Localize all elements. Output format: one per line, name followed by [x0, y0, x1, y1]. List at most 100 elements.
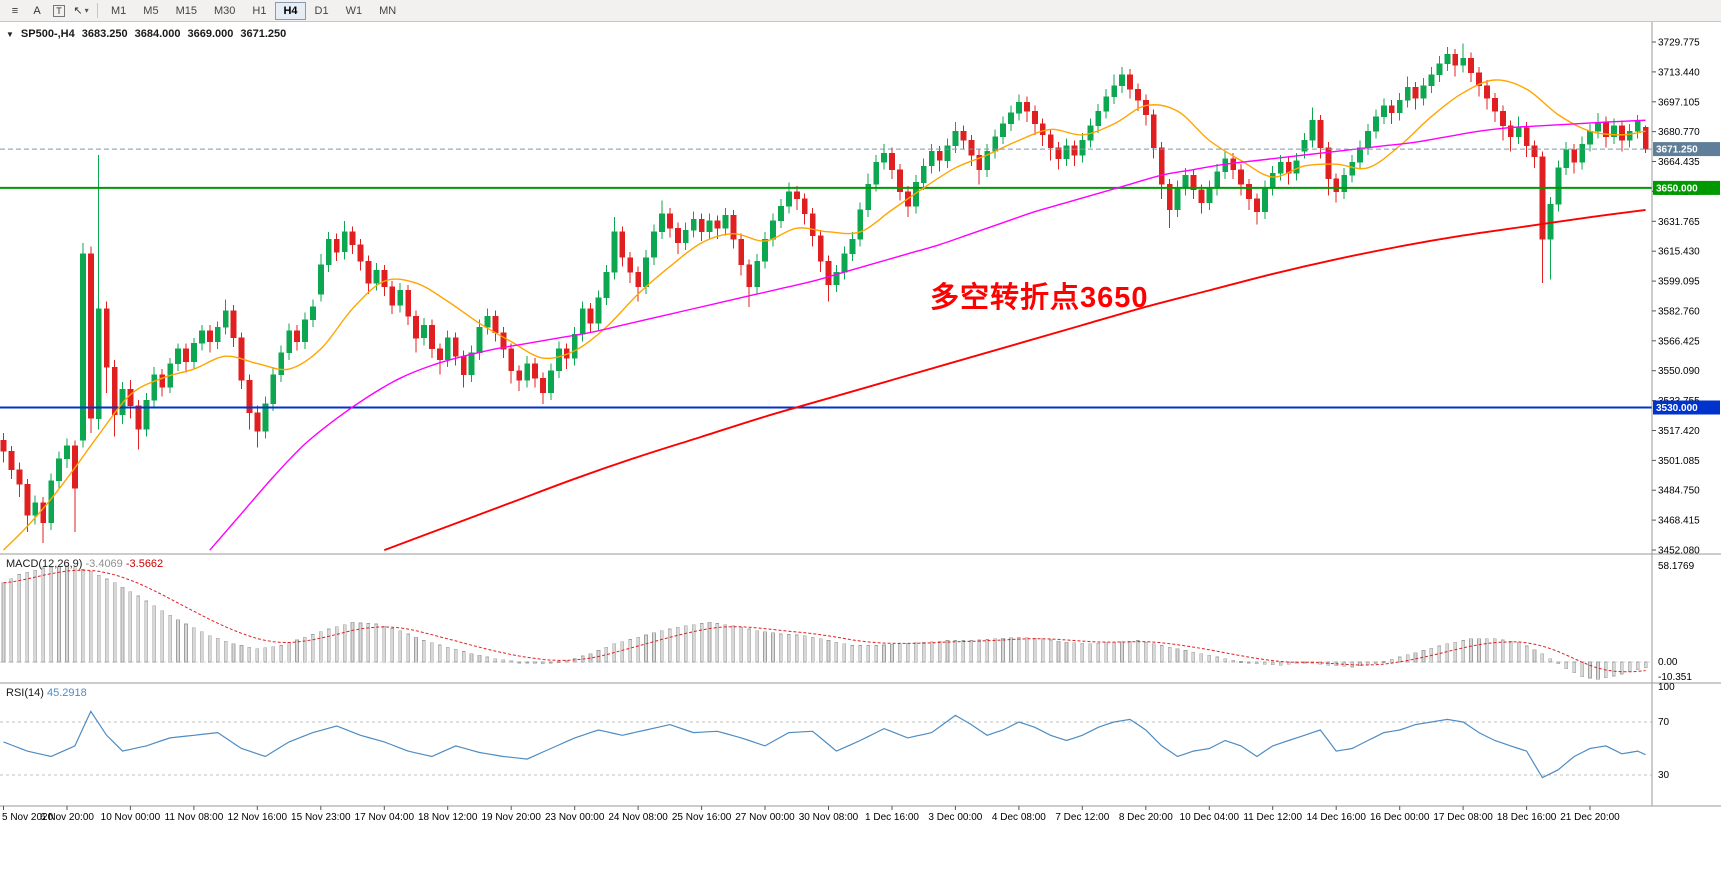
price-tick-label: 3664.435 [1658, 157, 1700, 168]
candle-body [1166, 184, 1173, 211]
candle-body [516, 370, 523, 381]
candle-body [1023, 101, 1030, 112]
candle-body [833, 271, 840, 286]
time-tick-label: 6 Nov 20:00 [40, 812, 94, 823]
candle-body [1206, 187, 1213, 203]
candle-body [881, 152, 887, 163]
candle-body [460, 355, 467, 375]
price-axis[interactable]: 3729.775 3713.440 3697.105 3680.770 3664.435… [1652, 38, 1700, 557]
candle-body [1055, 147, 1062, 159]
arrows-dropdown-button[interactable]: ↖ ▾ [70, 2, 92, 20]
text-label-button[interactable]: T [48, 2, 70, 20]
candle-body [310, 306, 316, 320]
candle-body [1230, 158, 1237, 170]
candle-body [770, 220, 776, 240]
candle-body [206, 330, 213, 342]
candle-body [1293, 160, 1300, 174]
candle-body [1277, 162, 1284, 174]
candle-body [603, 271, 610, 298]
timeframe-H4[interactable]: H4 [275, 1, 306, 20]
candle-body [444, 337, 451, 361]
rsi-axis-label: 100 [1658, 682, 1675, 693]
candle-body [540, 377, 546, 394]
macd-signal-value: -3.5662 [125, 558, 164, 570]
candle-body [1428, 74, 1435, 86]
rsi-panel [0, 710, 1652, 779]
candle-body [429, 324, 435, 350]
candle-body [1515, 127, 1522, 137]
ma-fast-orange [3, 79, 1646, 551]
rsi-name: RSI(14) [6, 687, 44, 699]
candle-body [119, 388, 126, 416]
rsi-axis-label: 30 [1658, 770, 1670, 781]
timeframe-M5[interactable]: M5 [143, 4, 159, 17]
candle-body [1182, 174, 1189, 189]
candle-body [944, 145, 951, 161]
candle-body [1468, 57, 1474, 73]
candle-body [754, 260, 761, 287]
candle-body [1436, 63, 1443, 75]
candle-body [1119, 74, 1125, 86]
price-tick-label: 3697.105 [1658, 97, 1700, 108]
toolbar: ≡ A T ↖ ▾ M1 M5 M15 M30 H1 H4 D1 W1 MN [0, 0, 1721, 22]
timeframe-D1[interactable]: D1 [314, 4, 329, 17]
price-tick-label: 3501.085 [1658, 456, 1700, 467]
timeframe-MN[interactable]: MN [379, 4, 397, 17]
time-tick-label: 23 Nov 00:00 [545, 812, 605, 823]
candle-body [32, 502, 39, 516]
price-tick-label: 3599.095 [1658, 277, 1700, 288]
candle-body [143, 399, 150, 430]
candle-body [1587, 130, 1593, 145]
charts-list-button[interactable]: ≡ [4, 2, 26, 20]
candle-body [230, 310, 237, 339]
macd-axis-label: 0.00 [1658, 657, 1678, 668]
candle-body [278, 352, 285, 375]
candle-body [214, 326, 221, 342]
timeframe-M15[interactable]: M15 [175, 4, 197, 17]
timeframe-group: M1 M5 M15 M30 H1 H4 D1 W1 MN [103, 1, 404, 20]
candle-body [436, 348, 443, 361]
candle-body [785, 191, 792, 207]
candle-body [928, 151, 935, 167]
timeframe-M1[interactable]: M1 [111, 4, 127, 17]
high-value: 3684.000 [134, 28, 181, 40]
candle-body [548, 370, 554, 394]
candle-body [151, 374, 158, 401]
candle-body [1214, 171, 1221, 189]
candle-body [476, 326, 483, 353]
candle-body [1571, 149, 1578, 163]
rsi-axis-label: 70 [1658, 717, 1670, 728]
candle-body [1420, 85, 1427, 99]
candle-body [1444, 54, 1451, 64]
symbol-collapse-icon[interactable]: ▼ [6, 29, 14, 39]
candle-body [611, 231, 618, 273]
timeframe-W1[interactable]: W1 [345, 4, 363, 17]
candle-body [484, 315, 491, 328]
candle-body [302, 319, 308, 342]
insert-text-button[interactable]: A [26, 2, 48, 20]
chart-annotation-text[interactable]: 多空转折点3650 [930, 282, 1149, 314]
candle-body [8, 451, 15, 470]
time-tick-label: 19 Nov 20:00 [481, 812, 541, 823]
candle-body [246, 379, 253, 414]
price-tick-label: 3517.420 [1658, 426, 1700, 437]
timeframe-H1[interactable]: H1 [252, 4, 267, 17]
time-tick-label: 10 Nov 00:00 [101, 812, 161, 823]
candle-body [1111, 85, 1118, 97]
candle-body [1135, 88, 1141, 101]
chart-canvas[interactable]: 3729.775 3713.440 3697.105 3680.770 3664.435… [0, 22, 1721, 894]
candle-body [873, 162, 880, 185]
svg-text:3671.250: 3671.250 [1656, 145, 1698, 156]
text-label-icon: T [53, 4, 65, 17]
candle-body [294, 330, 300, 342]
ma-mid-magenta [209, 119, 1646, 551]
candle-body [262, 403, 269, 432]
macd-signal-line [3, 569, 1646, 673]
candle-body [468, 352, 475, 375]
price-tick-label: 3729.775 [1658, 38, 1700, 49]
candle-body [135, 405, 142, 430]
candle-body [682, 229, 689, 244]
timeframe-M30[interactable]: M30 [213, 4, 236, 17]
candle-body [413, 315, 419, 339]
